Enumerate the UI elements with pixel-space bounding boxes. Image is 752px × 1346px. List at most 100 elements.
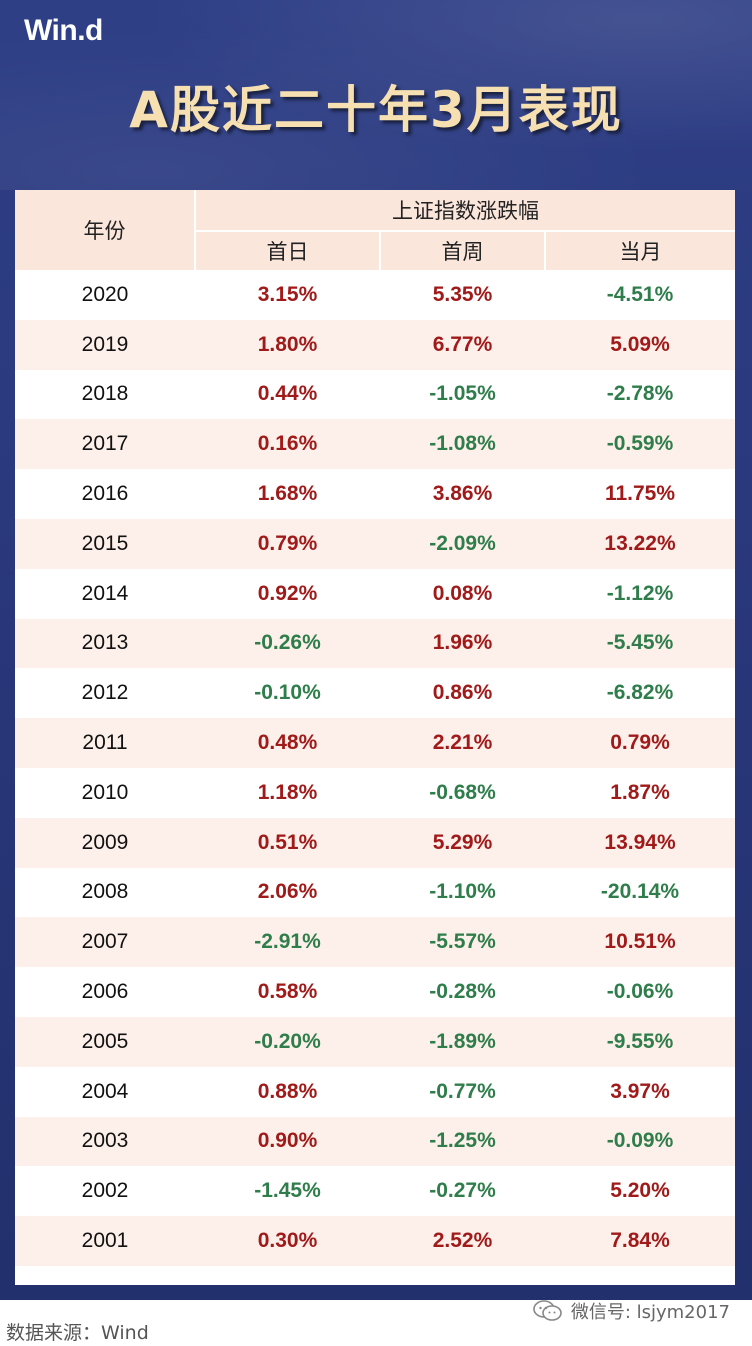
table-row: 2011 0.48% 2.21% 0.79%	[15, 718, 736, 768]
first-week-header: 首周	[380, 231, 546, 270]
table-row: 2007 -2.91% -5.57% 10.51%	[15, 917, 736, 968]
first-week-cell: 2.52%	[380, 1216, 545, 1266]
table-row: 2001 0.30% 2.52% 7.84%	[15, 1216, 736, 1266]
month-cell: 11.75%	[545, 469, 736, 519]
wind-logo: Win.d	[24, 14, 103, 47]
table-row: 2010 1.18% -0.68% 1.87%	[15, 767, 736, 818]
first-day-cell: 1.68%	[195, 469, 380, 519]
month-cell: -0.06%	[545, 967, 736, 1017]
table-row: 2013 -0.26% 1.96% -5.45%	[15, 618, 736, 669]
month-cell: 3.97%	[545, 1066, 736, 1117]
first-week-cell: 2.21%	[380, 718, 545, 768]
year-cell: 2011	[15, 718, 195, 768]
year-cell: 2008	[15, 867, 195, 918]
first-day-cell: 3.15%	[195, 270, 380, 320]
first-day-cell: -0.10%	[195, 668, 380, 719]
first-week-cell: 0.86%	[380, 668, 545, 719]
year-cell: 2003	[15, 1116, 195, 1167]
first-day-cell: 1.80%	[195, 319, 380, 370]
first-week-cell: 6.77%	[380, 319, 545, 370]
first-day-cell: 0.30%	[195, 1216, 380, 1266]
table-sheet: Win.d Win.d 年份 上证指数涨跌幅 首日 首周 当月 20203.15…	[15, 190, 736, 1285]
first-day-cell: 0.79%	[195, 518, 380, 569]
table-row: 2003 0.90% -1.25% -0.09%	[15, 1116, 736, 1167]
first-day-cell: 0.51%	[195, 817, 380, 868]
wechat-icon	[533, 1300, 562, 1321]
month-cell: -6.82%	[545, 668, 736, 719]
year-cell: 2005	[15, 1016, 195, 1067]
first-week-cell: -1.10%	[380, 867, 545, 918]
first-week-cell: -1.08%	[380, 419, 545, 470]
first-day-header: 首日	[195, 231, 381, 270]
table-row: 2014 0.92% 0.08% -1.12%	[15, 568, 736, 619]
month-cell: 5.09%	[545, 319, 736, 370]
table-row: 2017 0.16% -1.08% -0.59%	[15, 419, 736, 470]
table-row: 2016 1.68% 3.86% 11.75%	[15, 469, 736, 519]
first-week-cell: -1.05%	[380, 369, 545, 420]
month-cell: 1.87%	[545, 767, 736, 818]
year-cell: 2017	[15, 419, 195, 470]
first-day-cell: 0.48%	[195, 718, 380, 768]
table-row: 2015 0.79% -2.09% 13.22%	[15, 518, 736, 569]
table-row: 2008 2.06% -1.10% -20.14%	[15, 867, 736, 918]
year-column-header: 年份	[15, 190, 196, 270]
first-day-cell: -1.45%	[195, 1166, 380, 1217]
first-week-cell: -1.25%	[380, 1116, 545, 1167]
first-day-cell: 0.92%	[195, 568, 380, 619]
first-day-cell: 2.06%	[195, 867, 380, 918]
table-row: 2012 -0.10% 0.86% -6.82%	[15, 668, 736, 719]
wechat-label: 微信号: lsjym2017	[570, 1302, 730, 1323]
first-week-cell: 1.96%	[380, 618, 545, 669]
year-cell: 2020	[15, 270, 195, 320]
year-cell: 2013	[15, 618, 195, 669]
month-cell: 13.94%	[545, 817, 736, 868]
month-cell: 13.22%	[545, 518, 736, 569]
first-week-cell: -0.77%	[380, 1066, 545, 1117]
month-cell: -20.14%	[545, 867, 736, 918]
first-week-cell: -0.28%	[380, 967, 545, 1017]
table-row: 2020 3.15% 5.35% -4.51%	[15, 270, 736, 320]
year-cell: 2012	[15, 668, 195, 719]
year-cell: 2019	[15, 319, 195, 370]
month-cell: -1.12%	[545, 568, 736, 619]
year-cell: 2015	[15, 518, 195, 569]
year-cell: 2007	[15, 917, 195, 968]
year-cell: 2009	[15, 817, 195, 868]
table-body: 2020 3.15% 5.35% -4.51% 2019 1.80% 6.77% 5.09% 2…	[15, 270, 736, 1266]
first-week-cell: -0.68%	[380, 767, 545, 818]
table-row: 2018 0.44% -1.05% -2.78%	[15, 369, 736, 420]
table-row: 2004 0.88% -0.77% 3.97%	[15, 1066, 736, 1117]
wechat-id: 微信号: lsjym2017	[533, 1298, 730, 1324]
first-day-cell: -0.20%	[195, 1016, 380, 1067]
month-cell: 0.79%	[545, 718, 736, 768]
first-day-cell: -2.91%	[195, 917, 380, 968]
data-source: 数据来源：Wind	[6, 1322, 149, 1344]
month-cell: -5.45%	[545, 618, 736, 669]
month-cell: -4.51%	[545, 270, 736, 320]
table-row: 2005 -0.20% -1.89% -9.55%	[15, 1016, 736, 1067]
month-header: 当月	[545, 231, 736, 270]
first-week-cell: -5.57%	[380, 917, 545, 968]
table-row: 2019 1.80% 6.77% 5.09%	[15, 319, 736, 370]
table-row: 2006 0.58% -0.28% -0.06%	[15, 967, 736, 1017]
first-day-cell: 0.16%	[195, 419, 380, 470]
year-cell: 2016	[15, 469, 195, 519]
first-week-cell: -0.27%	[380, 1166, 545, 1217]
first-day-cell: 1.18%	[195, 767, 380, 818]
first-day-cell: 0.44%	[195, 369, 380, 420]
index-change-header: 上证指数涨跌幅	[195, 190, 736, 232]
year-cell: 2004	[15, 1066, 195, 1117]
month-cell: -9.55%	[545, 1016, 736, 1067]
first-day-cell: 0.90%	[195, 1116, 380, 1167]
first-week-cell: 3.86%	[380, 469, 545, 519]
first-week-cell: 0.08%	[380, 568, 545, 619]
first-day-cell: -0.26%	[195, 618, 380, 669]
table-row: 2009 0.51% 5.29% 13.94%	[15, 817, 736, 868]
month-cell: 10.51%	[545, 917, 736, 968]
first-day-cell: 0.58%	[195, 967, 380, 1017]
table-row: 2002 -1.45% -0.27% 5.20%	[15, 1166, 736, 1217]
year-cell: 2014	[15, 568, 195, 619]
month-cell: -0.09%	[545, 1116, 736, 1167]
first-week-cell: -2.09%	[380, 518, 545, 569]
month-cell: 5.20%	[545, 1166, 736, 1217]
